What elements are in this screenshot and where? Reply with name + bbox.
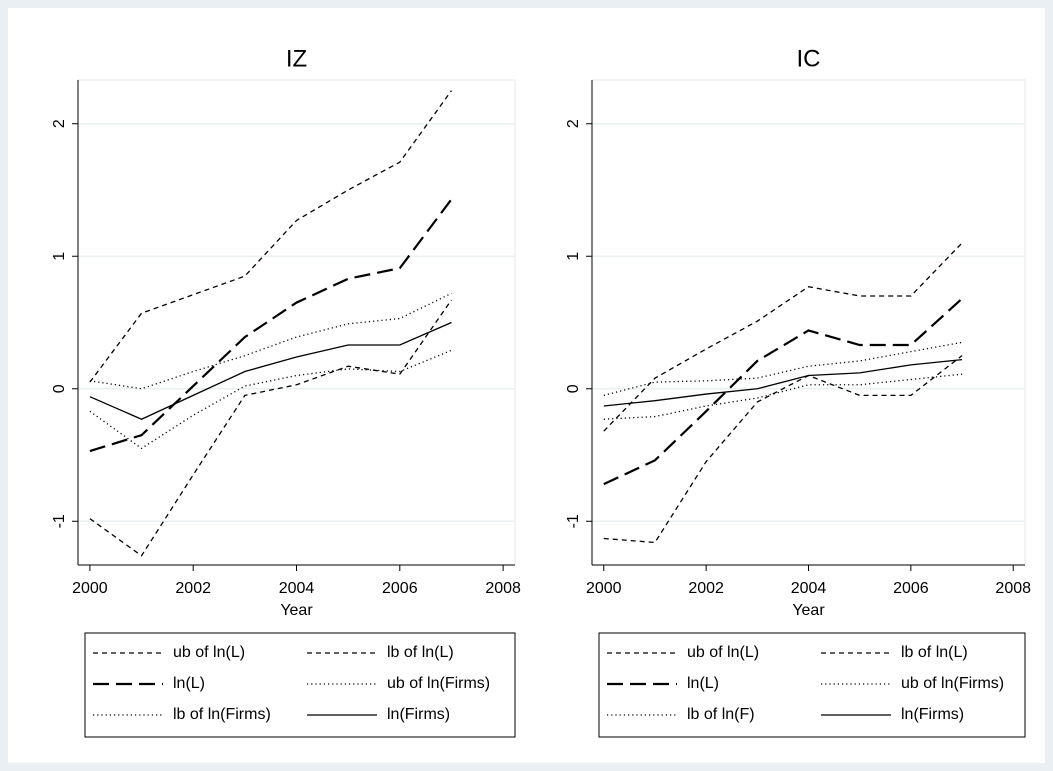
series-line — [89, 349, 452, 450]
y-tick-label: 2 — [565, 119, 582, 128]
chart-title: IC — [797, 45, 821, 72]
series-line — [89, 321, 452, 420]
x-tick-label: 2008 — [485, 580, 521, 597]
legend-label: ln(L) — [173, 675, 205, 692]
series-line — [603, 355, 963, 544]
series-line — [603, 373, 963, 420]
x-tick-label: 2006 — [382, 580, 418, 597]
series-line — [89, 90, 452, 383]
x-tick-label: 2006 — [893, 580, 929, 597]
y-tick-label: 1 — [51, 252, 68, 261]
y-tick-label: -1 — [565, 514, 582, 528]
x-tick-label: 2002 — [688, 580, 724, 597]
legend-label: ub of ln(L) — [173, 644, 245, 661]
legend-label: ln(L) — [687, 675, 719, 692]
legend-label: ln(Firms) — [901, 706, 964, 723]
legend-box — [84, 632, 516, 738]
x-axis-label: Year — [280, 602, 313, 619]
legend-label: ub of ln(L) — [687, 644, 759, 661]
x-tick-label: 2004 — [791, 580, 827, 597]
y-tick-label: -1 — [51, 514, 68, 528]
legend-label: lb of ln(F) — [687, 706, 755, 723]
series-line — [603, 297, 963, 486]
series-line — [89, 299, 452, 557]
y-tick-label: 2 — [51, 119, 68, 128]
series-line — [89, 198, 453, 453]
y-tick-label: 1 — [565, 252, 582, 261]
x-tick-label: 2002 — [175, 580, 211, 597]
y-tick-label: 0 — [565, 384, 582, 393]
legend-box — [598, 632, 1026, 738]
x-tick-label: 2000 — [72, 580, 108, 597]
x-tick-label: 2008 — [995, 580, 1031, 597]
series-line — [603, 341, 963, 397]
x-tick-label: 2004 — [279, 580, 315, 597]
series-line — [603, 358, 963, 407]
x-tick-label: 2000 — [586, 580, 622, 597]
legend-label: ub of ln(Firms) — [901, 675, 1004, 692]
x-axis-label: Year — [792, 602, 825, 619]
legend-label: lb of ln(Firms) — [173, 706, 271, 723]
y-tick-label: 0 — [51, 384, 68, 393]
chart-title: IZ — [286, 45, 307, 72]
legend-label: ub of ln(Firms) — [387, 675, 490, 692]
legend-label: lb of ln(L) — [387, 644, 454, 661]
legend-label: ln(Firms) — [387, 706, 450, 723]
legend-label: lb of ln(L) — [901, 644, 968, 661]
series-line — [603, 242, 963, 432]
